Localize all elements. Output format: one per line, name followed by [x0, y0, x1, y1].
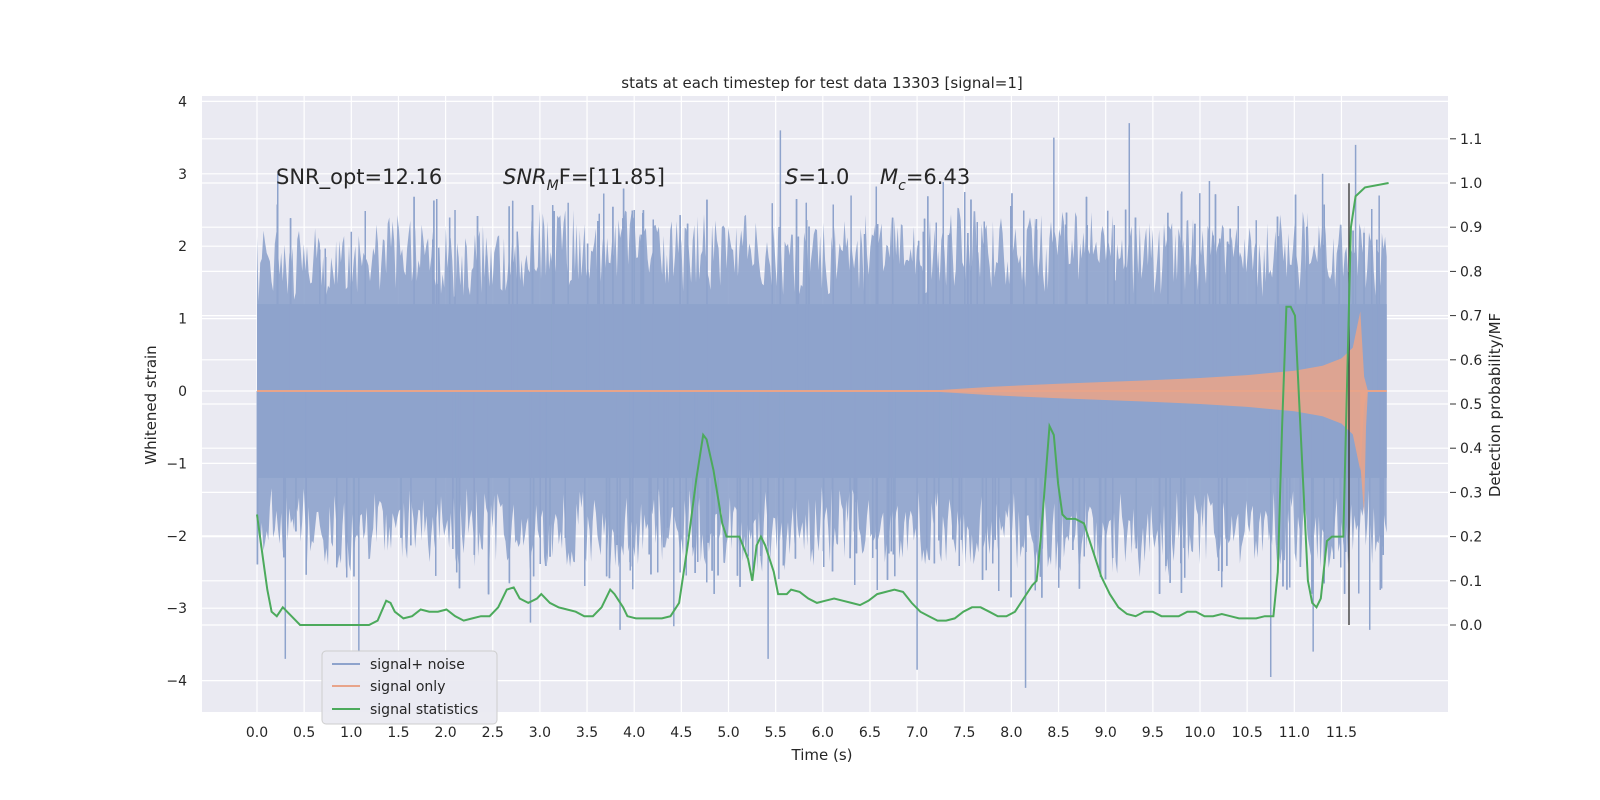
x-tick-label: 4.5: [670, 725, 692, 741]
y-axis-ticks: 4 3 2 1 0 −1 −2 −3 −4: [166, 94, 187, 689]
x-tick-label: 1.5: [387, 725, 409, 741]
signal-chirp-tail: [1360, 391, 1368, 515]
x-tick-label: 10.0: [1184, 725, 1215, 741]
stats-line: [256, 182, 1389, 626]
x-tick-label: 5.0: [717, 725, 739, 741]
y2-tick-label: 0.3: [1460, 485, 1482, 501]
legend: signal+ noise signal only signal statist…: [321, 650, 498, 725]
annotation-s: S=1.0: [785, 165, 849, 189]
y-tick-label: −4: [166, 674, 187, 690]
series-signal-statistics: [256, 182, 1389, 626]
y-tick-label: −3: [166, 601, 187, 617]
chart-title: stats at each timestep for test data 133…: [621, 74, 1022, 92]
x-tick-label: 7.0: [906, 725, 928, 741]
plot-area: [256, 123, 1389, 688]
y2-tick-label: 0.6: [1460, 353, 1482, 369]
y2-tick-label: 0.0: [1460, 618, 1482, 634]
x-tick-label: 11.0: [1279, 725, 1310, 741]
y-tick-label: 4: [178, 94, 187, 110]
legend-label-noise: signal+ noise: [370, 657, 465, 673]
x-tick-label: 10.5: [1232, 725, 1263, 741]
x-tick-label: 4.0: [623, 725, 645, 741]
x-axis-label: Time (s): [791, 746, 853, 764]
y-tick-label: −1: [166, 456, 187, 472]
x-tick-label: 2.5: [482, 725, 504, 741]
x-tick-label: 3.0: [529, 725, 551, 741]
y2-axis-ticks: 1.1 1.0 0.9 0.8 0.7 0.6 0.5 0.4 0.3 0.2 0.1 0.0: [1450, 132, 1482, 634]
annotation-s-value: =1.0: [798, 165, 849, 189]
x-tick-label: 1.0: [340, 725, 362, 741]
y2-tick-label: 0.4: [1460, 441, 1482, 457]
y2-tick-label: 1.0: [1460, 176, 1482, 192]
y-tick-label: 0: [178, 384, 187, 400]
annotation-snr-mf-sub: M: [547, 178, 559, 194]
y-tick-label: 3: [178, 167, 187, 183]
annotation-mc-label: M: [880, 165, 898, 189]
x-tick-label: 11.5: [1326, 725, 1357, 741]
x-tick-label: 8.5: [1047, 725, 1069, 741]
annotation-snr-mf-rest: F=[11.85]: [559, 165, 665, 189]
y-tick-label: 2: [178, 239, 187, 255]
x-tick-label: 0.0: [246, 725, 268, 741]
y-axis-label: Whitened strain: [142, 345, 160, 464]
y2-tick-label: 0.8: [1460, 264, 1482, 280]
y-tick-label: 1: [178, 312, 187, 328]
y2-tick-label: 0.9: [1460, 220, 1482, 236]
annotation-mc: Mc=6.43: [880, 165, 970, 194]
legend-label-signal: signal only: [370, 679, 445, 695]
x-axis-ticks: 0.0 0.5 1.0 1.5 2.0 2.5 3.0 3.5 4.0 4.5 5.0 5.5 6.0 6…: [246, 725, 1357, 741]
y2-tick-label: 0.2: [1460, 530, 1482, 546]
annotation-mc-value: =6.43: [906, 165, 970, 189]
annotation-snr-opt: SNR_opt=12.16: [276, 165, 442, 190]
x-tick-label: 6.5: [859, 725, 881, 741]
y2-tick-label: 0.7: [1460, 309, 1482, 325]
x-tick-label: 5.5: [765, 725, 787, 741]
x-tick-label: 8.0: [1000, 725, 1022, 741]
annotation-snr-mf: SNRMF=[11.85]: [503, 165, 665, 194]
x-tick-label: 6.0: [812, 725, 834, 741]
x-tick-label: 2.0: [434, 725, 456, 741]
x-tick-label: 9.5: [1142, 725, 1164, 741]
y2-tick-label: 0.5: [1460, 397, 1482, 413]
annotation-s-label: S: [785, 165, 798, 189]
series-signal-plus-noise: [256, 123, 1387, 688]
legend-box: [321, 650, 498, 725]
x-tick-label: 0.5: [293, 725, 315, 741]
y2-axis-label: Detection probability/MF: [1486, 313, 1504, 497]
x-tick-label: 3.5: [576, 725, 598, 741]
y-tick-label: −2: [166, 529, 187, 545]
annotation-mc-sub: c: [898, 178, 906, 194]
x-tick-label: 7.5: [953, 725, 975, 741]
y2-tick-label: 1.1: [1460, 132, 1482, 148]
legend-label-stats: signal statistics: [370, 702, 478, 718]
series-signal-only: [257, 311, 1387, 515]
x-tick-label: 9.0: [1095, 725, 1117, 741]
y2-tick-label: 0.1: [1460, 574, 1482, 590]
annotation-snr-mf-label: SNR: [503, 165, 547, 189]
